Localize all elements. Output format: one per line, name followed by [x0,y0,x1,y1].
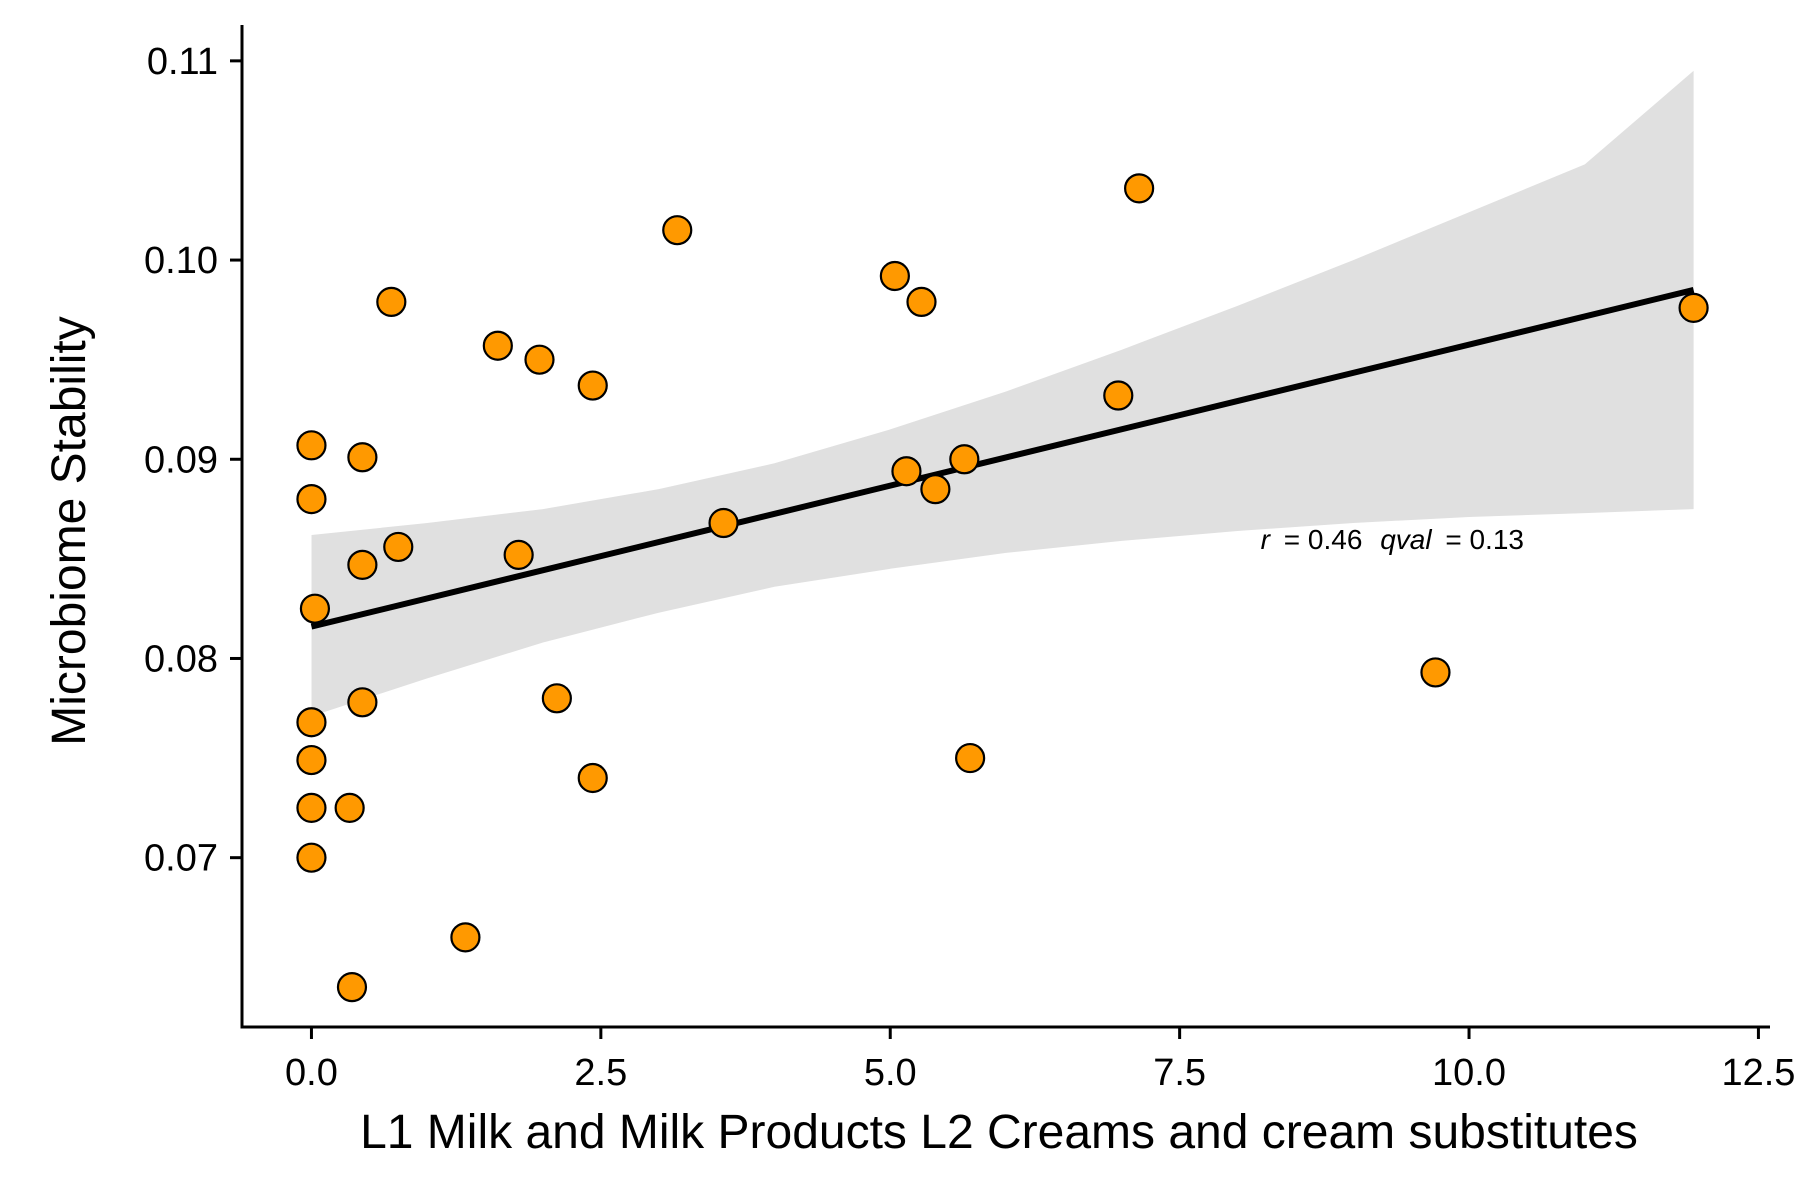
data-point [383,531,414,563]
data-point [1124,173,1155,204]
data-point [891,456,922,487]
data-point [347,442,378,473]
data-point [503,539,534,570]
data-point [336,972,368,1003]
y-tick-label: 0.10 [144,240,218,282]
data-point [920,474,951,505]
y-axis-title: Microbiome Stability [43,316,96,745]
x-tick-label: 7.5 [1153,1052,1206,1094]
confidence-band-layer [311,70,1694,717]
data-points-layer [296,173,1709,1003]
axes-layer: 0.0 2.5 5.0 7.5 10.0 12.5 0.07 0.08 0.09 0.10 0.11 [144,25,1795,1094]
y-tick-label: 0.08 [144,638,218,680]
confidence-band [311,70,1694,717]
data-point [906,286,937,317]
data-point [577,762,608,794]
data-point [299,593,331,624]
data-point [347,687,378,718]
data-point [347,549,378,580]
data-point [662,215,693,246]
y-tick-label: 0.09 [144,439,218,481]
data-point [949,444,980,475]
regression-line [310,287,1695,630]
data-point [708,507,739,539]
r-label: r [1261,524,1272,555]
regression-line-layer [310,287,1695,630]
x-axis-title: L1 Milk and Milk Products L2 Creams and … [360,1106,1638,1159]
data-point [296,744,327,776]
y-tick-label: 0.11 [147,41,218,83]
data-point [296,842,327,873]
data-point [296,792,327,823]
data-point [577,370,608,401]
data-point [296,484,327,515]
x-tick-label: 5.0 [864,1052,917,1094]
x-tick-label: 0.0 [285,1052,338,1094]
data-point [541,683,572,714]
x-tick-label: 10.0 [1432,1052,1506,1094]
data-point [296,430,327,461]
data-point [376,286,407,317]
data-point [482,330,513,361]
data-point [1678,292,1709,323]
data-point [450,922,481,953]
r-value: = 0.46 [1284,524,1363,555]
data-point [296,707,327,738]
data-point [1103,380,1134,411]
q-label: qval [1380,524,1432,555]
x-tick-label: 12.5 [1721,1052,1795,1094]
q-value: = 0.13 [1445,524,1524,555]
x-tick-label: 2.5 [574,1052,627,1094]
data-point [955,742,986,774]
correlation-annotation: r = 0.46 qval = 0.13 [1261,524,1524,555]
data-point [1420,657,1451,688]
data-point [879,260,910,292]
y-tick-label: 0.07 [144,838,218,880]
data-point [524,344,555,375]
data-point [334,792,365,823]
